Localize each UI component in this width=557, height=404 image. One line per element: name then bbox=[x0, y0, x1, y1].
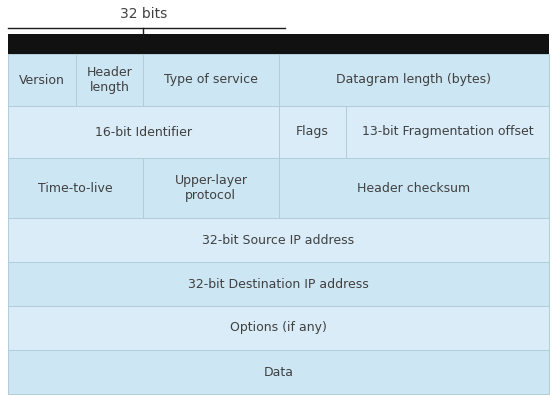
Text: Flags: Flags bbox=[296, 126, 329, 139]
Text: 16-bit Identifier: 16-bit Identifier bbox=[95, 126, 192, 139]
Bar bbox=[76, 54, 143, 106]
Bar bbox=[8, 262, 549, 306]
Bar bbox=[278, 158, 549, 218]
Bar bbox=[8, 350, 549, 394]
Text: 32 bits: 32 bits bbox=[120, 7, 167, 21]
Text: Datagram length (bytes): Datagram length (bytes) bbox=[336, 74, 491, 86]
Bar bbox=[143, 54, 278, 106]
Text: Time-to-live: Time-to-live bbox=[38, 181, 113, 194]
Bar bbox=[8, 218, 549, 262]
Text: Data: Data bbox=[263, 366, 294, 379]
Bar bbox=[346, 106, 549, 158]
Text: Options (if any): Options (if any) bbox=[230, 322, 327, 335]
Bar bbox=[143, 158, 278, 218]
Text: Upper-layer
protocol: Upper-layer protocol bbox=[174, 174, 247, 202]
Text: 32-bit Destination IP address: 32-bit Destination IP address bbox=[188, 278, 369, 290]
Bar bbox=[8, 106, 278, 158]
Text: 13-bit Fragmentation offset: 13-bit Fragmentation offset bbox=[361, 126, 534, 139]
Bar bbox=[8, 54, 76, 106]
Text: Header
length: Header length bbox=[86, 66, 133, 94]
Text: 32-bit Source IP address: 32-bit Source IP address bbox=[202, 234, 355, 246]
Text: Type of service: Type of service bbox=[164, 74, 258, 86]
Bar bbox=[278, 106, 346, 158]
Text: Version: Version bbox=[19, 74, 65, 86]
Bar bbox=[8, 158, 143, 218]
Bar bbox=[8, 306, 549, 350]
Bar bbox=[8, 34, 549, 54]
Bar bbox=[278, 54, 549, 106]
Text: Header checksum: Header checksum bbox=[357, 181, 470, 194]
